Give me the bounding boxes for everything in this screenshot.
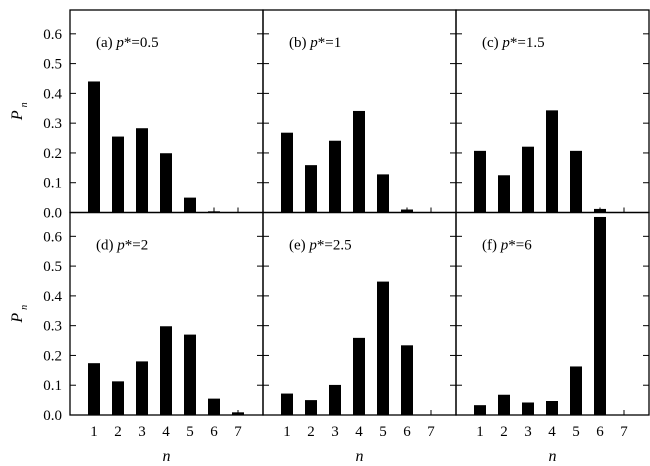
bar-panel-2-n1 — [281, 132, 293, 213]
x-tick-label: 7 — [620, 424, 628, 440]
bar-panel-6-n4 — [546, 401, 558, 415]
x-tick-label: 5 — [572, 424, 580, 440]
bar-panel-4-n1 — [88, 363, 100, 415]
y-tick-label: 0.3 — [43, 319, 62, 335]
bar-panel-4-n3 — [136, 361, 148, 415]
bar-panel-3-n1 — [474, 150, 486, 213]
bar-panel-6-n5 — [570, 366, 582, 415]
y-tick-label: 0.1 — [43, 176, 62, 192]
bar-panel-6-n2 — [498, 394, 510, 415]
y-tick-label: 0.5 — [43, 259, 62, 275]
x-axis-label: n — [549, 448, 557, 465]
bar-panel-3-n2 — [498, 175, 510, 213]
y-tick-label: 0.4 — [43, 86, 62, 102]
x-tick-label: 3 — [524, 424, 532, 440]
x-tick-label: 4 — [162, 424, 170, 440]
x-tick-label: 1 — [283, 424, 291, 440]
y-tick-label: 0.1 — [43, 378, 62, 394]
panel-label-6: (f) p*=6 — [482, 238, 532, 254]
bar-panel-5-n3 — [329, 384, 341, 415]
bar-panel-4-n4 — [160, 326, 172, 415]
panel-frame-6 — [455, 211, 650, 416]
y-tick-label: 0.4 — [43, 289, 62, 305]
bar-panel-5-n5 — [377, 281, 389, 415]
bar-panel-2-n4 — [353, 110, 365, 213]
x-axis-label: n — [356, 448, 364, 465]
y-tick-label: 0.3 — [43, 116, 62, 132]
x-tick-label: 7 — [234, 424, 242, 440]
bar-panel-4-n5 — [184, 334, 196, 415]
bar-panel-1-n2 — [112, 136, 124, 213]
x-tick-label: 5 — [379, 424, 387, 440]
bar-panel-4-n2 — [112, 381, 124, 415]
x-tick-label: 4 — [355, 424, 363, 440]
bar-panel-3-n4 — [546, 110, 558, 213]
panel-label-3: (c) p*=1.5 — [482, 35, 545, 51]
y-tick-label: 0.2 — [43, 146, 62, 162]
x-tick-label: 5 — [186, 424, 194, 440]
panel-label-4: (d) p*=2 — [96, 238, 148, 254]
bar-panel-5-n4 — [353, 337, 365, 415]
bar-panel-5-n1 — [281, 393, 293, 415]
x-tick-label: 1 — [476, 424, 484, 440]
x-tick-label: 2 — [500, 424, 508, 440]
bar-panel-1-n4 — [160, 153, 172, 213]
y-axis-label-row-1: Pn — [9, 102, 30, 121]
bar-panel-5-n6 — [401, 345, 413, 415]
x-tick-label: 4 — [548, 424, 556, 440]
x-tick-label: 6 — [596, 424, 604, 440]
x-tick-label: 3 — [138, 424, 146, 440]
bar-panel-6-n3 — [522, 402, 534, 415]
panel-label-5: (e) p*=2.5 — [289, 238, 352, 254]
y-tick-label: 0.0 — [43, 408, 62, 424]
bar-panel-2-n2 — [305, 165, 317, 213]
y-tick-label: 0.0 — [43, 206, 62, 222]
y-tick-label: 0.5 — [43, 57, 62, 73]
panel-label-2: (b) p*=1 — [289, 35, 341, 51]
y-tick-label: 0.2 — [43, 348, 62, 364]
y-tick-label: 0.6 — [43, 27, 62, 43]
x-tick-label: 6 — [210, 424, 218, 440]
y-axis-label-text: Pn — [9, 305, 30, 324]
bar-panel-6-n6 — [594, 216, 606, 415]
y-tick-label: 0.6 — [43, 229, 62, 245]
bar-panel-3-n5 — [570, 150, 582, 213]
x-tick-label: 6 — [403, 424, 411, 440]
bar-panel-2-n5 — [377, 174, 389, 213]
bar-panel-1-n3 — [136, 128, 148, 213]
bar-panel-3-n3 — [522, 146, 534, 213]
x-tick-label: 2 — [114, 424, 122, 440]
panel-label-1: (a) p*=0.5 — [96, 35, 159, 51]
x-tick-label: 7 — [427, 424, 435, 440]
x-tick-label: 2 — [307, 424, 315, 440]
bar-panel-5-n2 — [305, 400, 317, 415]
x-tick-label: 3 — [331, 424, 339, 440]
bar-panel-1-n5 — [184, 197, 196, 213]
bar-panel-2-n3 — [329, 140, 341, 213]
bar-panel-4-n6 — [208, 398, 220, 415]
y-axis-label-text: Pn — [9, 102, 30, 121]
bar-panel-1-n1 — [88, 81, 100, 213]
x-axis-label: n — [163, 448, 171, 465]
x-tick-label: 1 — [90, 424, 98, 440]
y-axis-label-row-2: Pn — [9, 305, 30, 324]
